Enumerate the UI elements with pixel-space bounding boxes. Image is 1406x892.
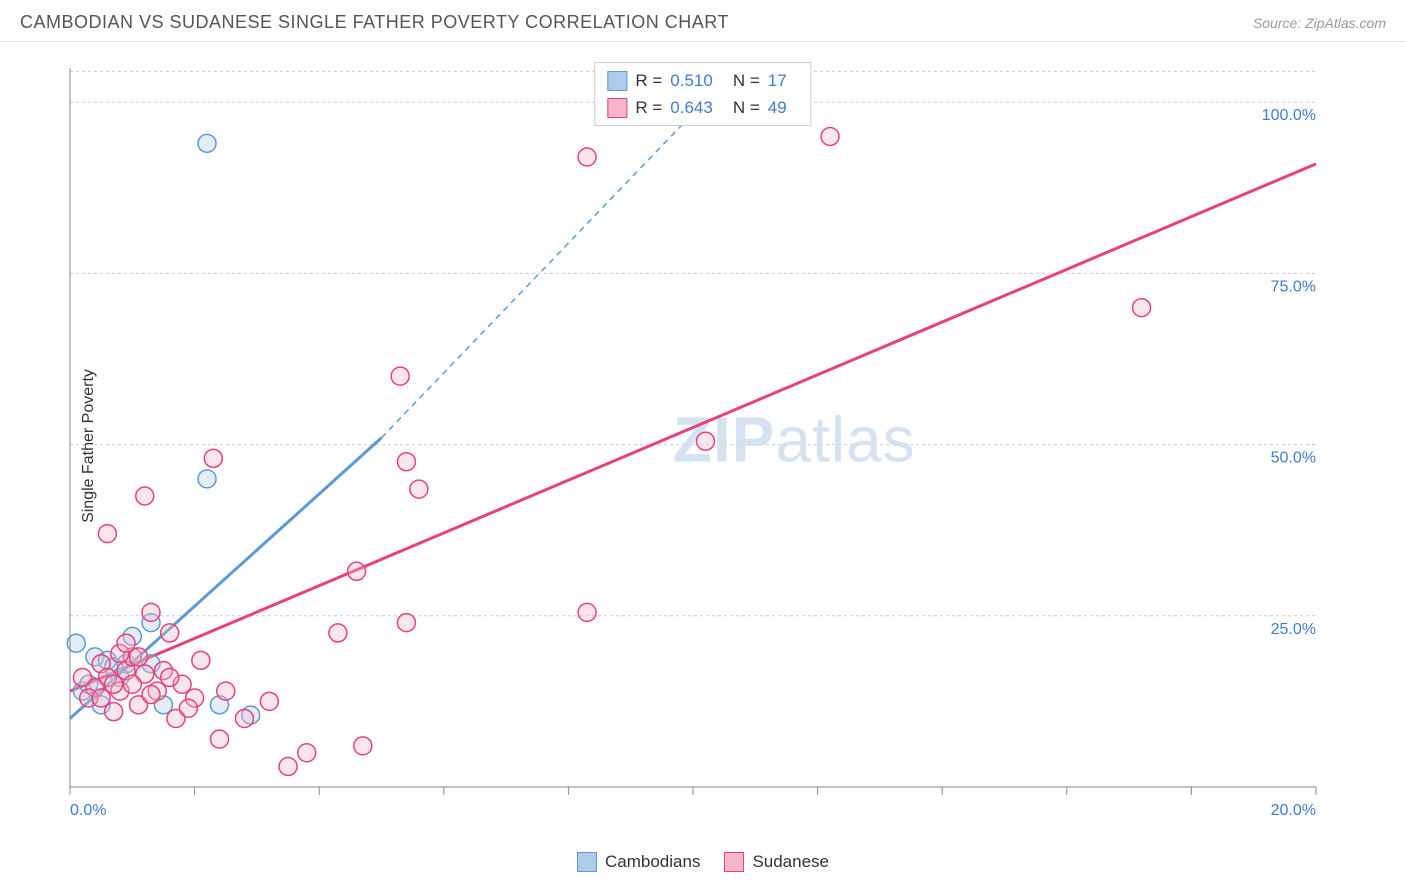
stats-legend: R = 0.510 N = 17 R = 0.643 N = 49 [594, 62, 811, 126]
legend-swatch [607, 71, 627, 91]
n-label: N = [733, 67, 760, 94]
svg-text:20.0%: 20.0% [1271, 802, 1316, 819]
legend-label: Cambodians [605, 852, 700, 872]
chart-title: CAMBODIAN VS SUDANESE SINGLE FATHER POVE… [20, 12, 729, 33]
svg-text:50.0%: 50.0% [1271, 450, 1316, 467]
r-label: R = [635, 94, 662, 121]
svg-text:75.0%: 75.0% [1271, 278, 1316, 295]
chart-area: ZIPatlas0.0%20.0%25.0%50.0%75.0%100.0% [60, 60, 1326, 832]
legend-swatch [577, 852, 597, 872]
stats-legend-row: R = 0.643 N = 49 [607, 94, 798, 121]
legend-label: Sudanese [752, 852, 829, 872]
legend-swatch [724, 852, 744, 872]
legend-item: Cambodians [577, 852, 700, 872]
r-label: R = [635, 67, 662, 94]
r-value: 0.510 [670, 67, 713, 94]
svg-text:0.0%: 0.0% [70, 802, 106, 819]
legend-swatch [607, 98, 627, 118]
scatter-chart: ZIPatlas0.0%20.0%25.0%50.0%75.0%100.0% [60, 60, 1326, 832]
svg-text:25.0%: 25.0% [1271, 621, 1316, 638]
chart-source: Source: ZipAtlas.com [1253, 15, 1386, 31]
n-value: 17 [768, 67, 787, 94]
n-value: 49 [768, 94, 787, 121]
r-value: 0.643 [670, 94, 713, 121]
series-legend: Cambodians Sudanese [577, 852, 829, 872]
svg-text:100.0%: 100.0% [1262, 107, 1316, 124]
chart-header: CAMBODIAN VS SUDANESE SINGLE FATHER POVE… [0, 0, 1406, 42]
legend-item: Sudanese [724, 852, 829, 872]
stats-legend-row: R = 0.510 N = 17 [607, 67, 798, 94]
n-label: N = [733, 94, 760, 121]
